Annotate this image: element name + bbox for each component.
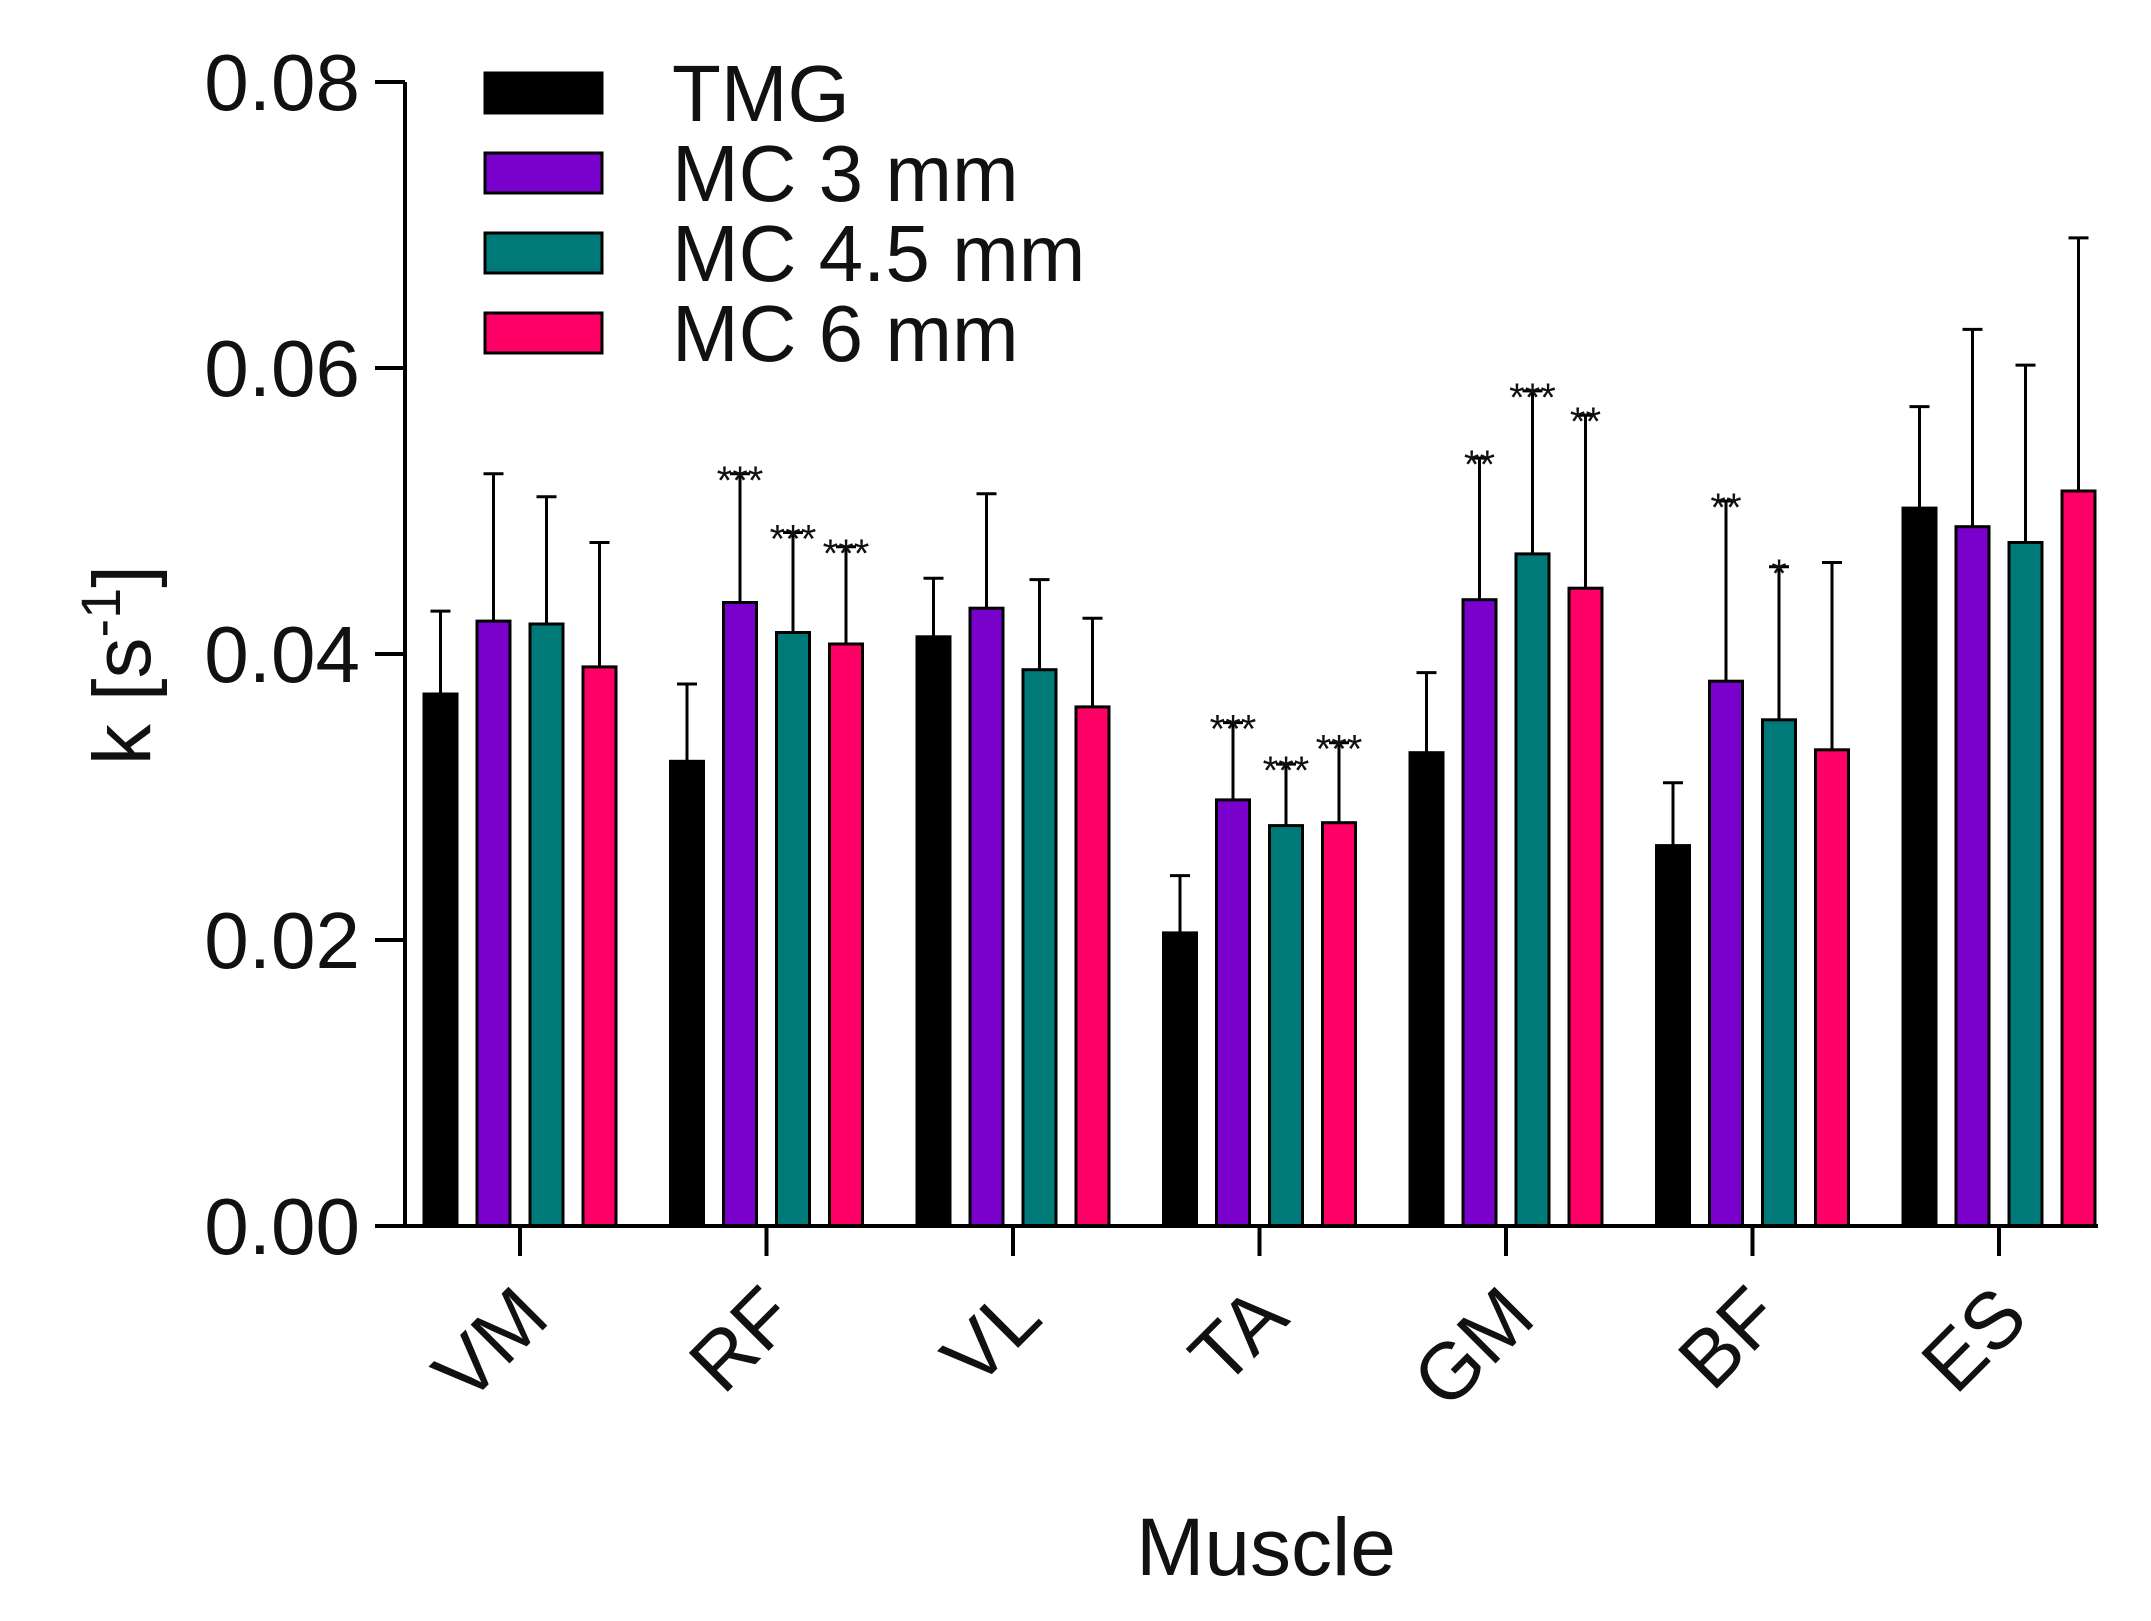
legend-swatch xyxy=(483,71,604,115)
bar-ta-mc-6-mm xyxy=(1321,821,1357,1228)
bar-gm-mc-3-mm xyxy=(1461,598,1498,1228)
x-tick-label-vm: VM xyxy=(416,1270,564,1418)
bar-vl-mc-6-mm xyxy=(1074,705,1111,1228)
y-tick-label: 0.04 xyxy=(204,610,360,699)
bar-es-mc-3-mm xyxy=(1954,525,1991,1228)
bar-vl-mc-3-mm xyxy=(968,606,1005,1228)
bar-vm-mc-4-5-mm xyxy=(528,622,565,1228)
bar-bf-mc-4-5-mm xyxy=(1761,718,1797,1228)
legend-label: MC 4.5 mm xyxy=(672,209,1085,298)
bar-ta-tmg xyxy=(1162,931,1198,1228)
significance-label: *** xyxy=(717,459,764,503)
bar-vm-tmg xyxy=(422,692,459,1228)
bar-gm-tmg xyxy=(1408,751,1445,1228)
bar-bf-tmg xyxy=(1655,844,1691,1228)
bar-gm-mc-6-mm xyxy=(1567,586,1604,1228)
bar-rf-mc-6-mm xyxy=(828,642,864,1228)
x-tick-label-rf: RF xyxy=(672,1270,810,1408)
x-tick-label-vl: VL xyxy=(925,1270,1057,1402)
significance-label: *** xyxy=(823,532,870,576)
significance-label: * xyxy=(1771,552,1787,596)
significance-label: *** xyxy=(1509,376,1556,420)
bar-ta-mc-4-5-mm xyxy=(1268,824,1304,1228)
x-tick-label-es: ES xyxy=(1905,1270,2043,1408)
bar-es-mc-6-mm xyxy=(2060,489,2097,1228)
legend-label: MC 6 mm xyxy=(672,289,1019,378)
significance-label: *** xyxy=(1316,728,1363,772)
legend-swatch xyxy=(483,311,604,355)
significance-label: ** xyxy=(1710,486,1741,530)
y-axis-title: k [s-1] xyxy=(69,565,168,765)
legend-label: MC 3 mm xyxy=(672,129,1019,218)
y-tick-label: 0.02 xyxy=(204,896,360,985)
x-tick-label-bf: BF xyxy=(1661,1270,1796,1405)
x-tick-label-ta: TA xyxy=(1172,1270,1303,1401)
bar-gm-mc-4-5-mm xyxy=(1514,552,1551,1228)
bar-rf-mc-4-5-mm xyxy=(775,631,811,1228)
bar-rf-tmg xyxy=(669,759,705,1228)
significance-label: *** xyxy=(1263,749,1310,793)
significance-layer: ****** ********* ************* xyxy=(717,376,1787,793)
x-tick-label-gm: GM xyxy=(1396,1270,1550,1424)
significance-label: *** xyxy=(770,518,817,562)
significance-label: *** xyxy=(1210,708,1257,752)
bar-ta-mc-3-mm xyxy=(1215,798,1251,1228)
y-axis-title-exponent: -1 xyxy=(69,588,132,638)
error-bars-layer xyxy=(430,236,2089,933)
bar-vm-mc-3-mm xyxy=(475,619,512,1228)
bar-bf-mc-3-mm xyxy=(1708,679,1744,1228)
bar-es-mc-4-5-mm xyxy=(2007,541,2044,1228)
legend-label: TMG xyxy=(672,49,850,138)
bar-bf-mc-6-mm xyxy=(1814,748,1850,1228)
bar-es-tmg xyxy=(1901,506,1938,1228)
bar-vm-mc-6-mm xyxy=(581,665,618,1228)
x-axis-title: Muscle xyxy=(1136,1502,1396,1593)
y-tick-label: 0.00 xyxy=(204,1182,360,1271)
bar-vl-mc-4-5-mm xyxy=(1021,668,1058,1228)
bar-rf-mc-3-mm xyxy=(722,601,758,1228)
legend-swatch xyxy=(483,231,604,275)
y-axis-title-main: k [s xyxy=(77,638,168,766)
significance-label: ** xyxy=(1464,443,1495,487)
bar-vl-tmg xyxy=(915,635,952,1228)
y-tick-label: 0.08 xyxy=(204,38,360,127)
y-axis-title-close: ] xyxy=(77,565,168,588)
legend-swatch xyxy=(483,151,604,195)
y-tick-label: 0.06 xyxy=(204,324,360,413)
significance-label: ** xyxy=(1570,400,1601,444)
bars-layer xyxy=(422,489,2097,1228)
